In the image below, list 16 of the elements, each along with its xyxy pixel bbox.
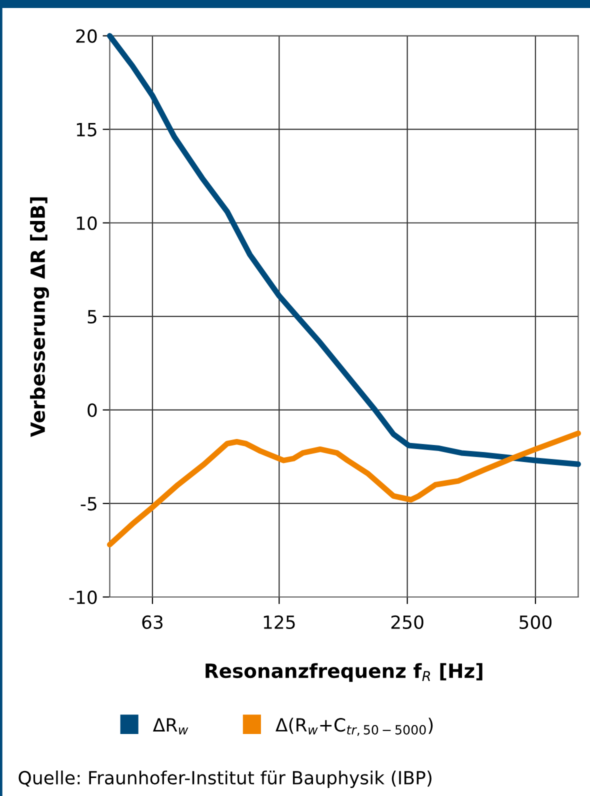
x-axis-title: Resonanzfrequenz f$_{R}$ [Hz] [206,663,482,682]
legend-label: Δ(R$_{w}$+C$_{tr,50−5000}$) [276,718,433,736]
y-axis-title: Verbesserung ΔR [dB] [30,197,49,438]
x-tick-label: 63 [142,615,163,630]
legend-label: ΔR$_{w}$ [152,718,188,734]
y-tick-label: 10 [76,216,97,230]
x-tick-label: 250 [391,615,424,630]
y-tick-label: -5 [80,497,96,511]
x-tick-label: 125 [264,615,295,630]
y-tick-label: 0 [88,403,97,418]
source-note: Quelle: Fraunhofer-Institut für Bauphysik (IBP) [18,770,432,788]
x-tick-label: 500 [520,615,552,630]
y-tick-label: 5 [88,310,96,324]
y-tick-label: 20 [76,29,97,43]
y-tick-label: -10 [69,590,97,604]
y-tick-label: 15 [76,123,96,136]
